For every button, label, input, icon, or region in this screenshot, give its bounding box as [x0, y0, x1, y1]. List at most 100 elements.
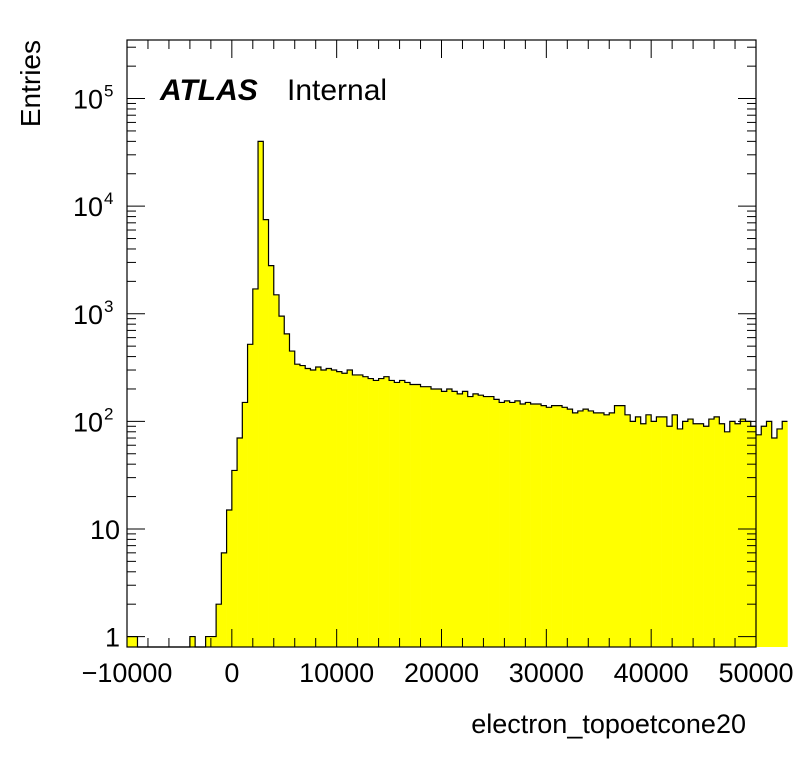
x-tick-label: 30000 [509, 658, 584, 688]
histogram-bin [268, 265, 275, 647]
y-axis-label: Entries [15, 40, 46, 127]
histogram-bin [698, 423, 704, 647]
y-tick-label: 10 [73, 192, 103, 222]
histogram-bin [247, 344, 254, 647]
histogram-bin [672, 414, 678, 647]
x-tick-labels: −10000 0 10000 20000 30000 40000 50000 [82, 658, 794, 688]
atlas-label: ATLAS [159, 74, 258, 107]
histogram-bin [514, 400, 521, 647]
histogram-bin [457, 393, 463, 647]
histogram-bin [299, 365, 306, 647]
histogram-bin [562, 407, 568, 647]
histogram-bin [467, 396, 474, 647]
histogram-bin [258, 141, 264, 647]
histogram-bin [221, 552, 227, 647]
histogram-bin [609, 412, 615, 647]
y-tick-label: 10 [90, 515, 120, 545]
x-tick-label: 0 [224, 658, 239, 688]
histogram-bin [289, 351, 296, 647]
histogram-bin [279, 316, 285, 647]
histogram-bin [446, 388, 453, 647]
histogram-bin [645, 414, 652, 647]
histogram-bin [357, 374, 364, 647]
x-tick-label: 10000 [299, 658, 374, 688]
histogram-bin [210, 636, 217, 647]
y-tick-label: 10 [73, 300, 103, 330]
histogram-bin [315, 367, 322, 647]
histogram-bin [263, 219, 269, 647]
histogram-bin [331, 370, 337, 647]
histogram-bin [216, 604, 222, 647]
histogram-bin [619, 405, 626, 647]
histogram-bin [294, 364, 301, 647]
histogram-bin [499, 402, 505, 647]
histogram-bin [635, 416, 641, 647]
histogram-bin [546, 407, 552, 647]
histogram-bin [205, 636, 212, 647]
histogram-bin [661, 416, 668, 647]
histogram-bin [509, 402, 516, 647]
histogram-bin [530, 403, 537, 647]
histogram-bin [237, 438, 243, 647]
x-tick-label: 40000 [614, 658, 689, 688]
histogram-bin [368, 378, 374, 647]
histogram-bin [425, 386, 432, 647]
histogram-bin [305, 368, 311, 647]
histogram-outline [127, 140, 788, 648]
histogram-bin [551, 405, 558, 647]
histogram-bin [352, 374, 358, 647]
histogram-bin [341, 373, 348, 647]
histogram-bin [583, 409, 589, 647]
histogram-bin [472, 393, 479, 647]
histogram-bin [132, 636, 138, 647]
histogram-bin [724, 431, 731, 647]
histogram-bin [389, 380, 395, 647]
histogram-bin [624, 414, 631, 647]
histogram-bin [556, 405, 563, 647]
histogram-bin [651, 421, 657, 647]
histogram-bin [535, 403, 542, 647]
y-tick-label: 1 [105, 623, 120, 653]
histogram-bin [326, 368, 332, 647]
histogram-bin [593, 412, 600, 647]
histogram-bin [687, 419, 694, 647]
histogram-bin [756, 434, 762, 647]
histogram-bin [766, 421, 773, 647]
histogram-bin [383, 376, 390, 647]
histogram-bin [310, 370, 316, 647]
histogram-bin [656, 416, 662, 647]
histogram-bin [284, 333, 290, 647]
x-axis-label: electron_topoetcone20 [471, 709, 746, 739]
histogram-bin [782, 421, 788, 647]
histogram-bin [478, 395, 484, 647]
histogram-bin [520, 403, 526, 647]
y-tick-label: 10 [73, 85, 103, 115]
histogram-bin [462, 391, 469, 647]
histogram-bin [362, 376, 369, 647]
histogram-bin [598, 412, 605, 647]
y-tick-exponent: 3 [104, 297, 113, 316]
histogram-bin [488, 396, 495, 647]
axis-ticks [126, 40, 757, 647]
histogram-bin [776, 428, 783, 647]
histogram-bin [703, 426, 710, 647]
histogram-bin [719, 423, 725, 647]
histogram-bin [394, 382, 400, 647]
histogram-bin [572, 412, 579, 647]
histogram-bin [750, 426, 757, 647]
histogram-bin [336, 371, 343, 647]
histogram-bin [451, 391, 458, 647]
histogram-bin [378, 378, 385, 647]
histogram-bin [735, 423, 741, 647]
histogram-bin [525, 402, 531, 647]
y-tick-exponent: 4 [104, 189, 113, 208]
histogram-bin [771, 438, 778, 647]
histogram-bin [483, 396, 489, 647]
histogram-bin [541, 405, 547, 647]
histogram-bars [127, 141, 788, 647]
histogram-bin [614, 405, 621, 647]
histogram-bin [231, 470, 238, 647]
histogram-bin [708, 419, 715, 647]
